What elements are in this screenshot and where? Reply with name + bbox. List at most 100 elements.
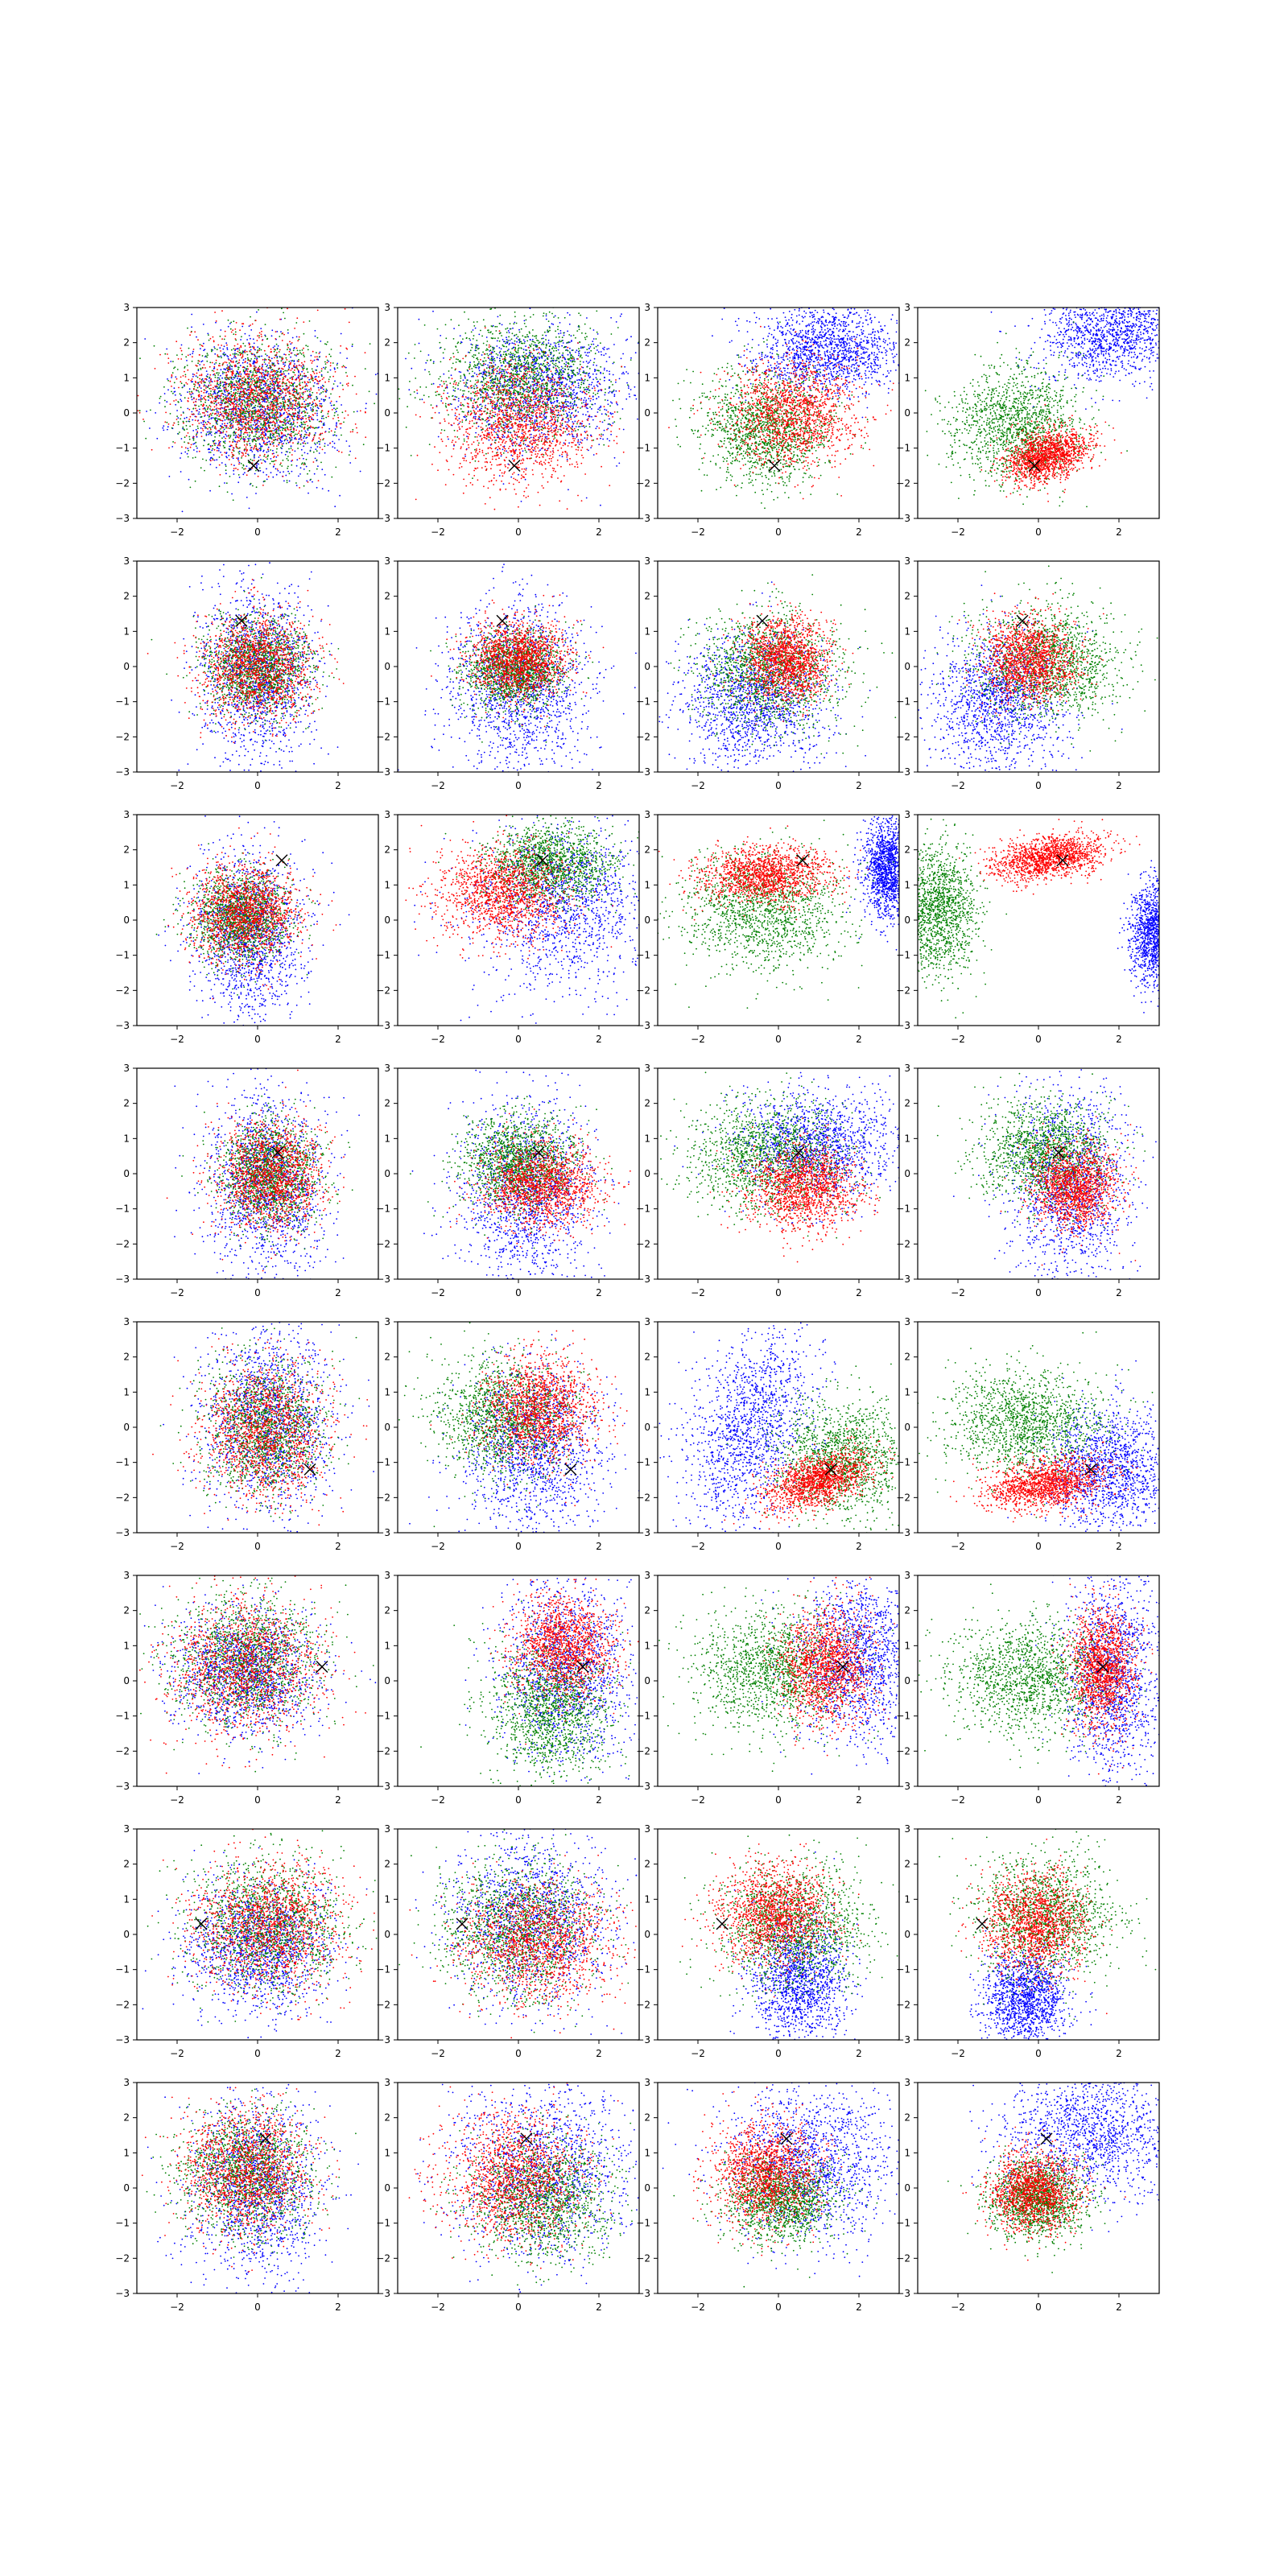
point (246, 339, 248, 341)
point (291, 353, 292, 354)
point (187, 365, 188, 366)
point (248, 422, 250, 423)
point (306, 466, 308, 468)
point (240, 427, 242, 429)
point (200, 381, 201, 382)
point (292, 400, 294, 402)
point (277, 349, 279, 350)
point (208, 422, 209, 423)
point (277, 362, 279, 364)
point (280, 415, 282, 417)
point (625, 398, 627, 400)
point (184, 436, 186, 438)
point (198, 391, 200, 393)
point (277, 417, 279, 419)
point (299, 435, 301, 436)
point (266, 402, 268, 403)
point (601, 351, 602, 353)
point (181, 452, 183, 454)
point (237, 399, 238, 401)
point (574, 416, 576, 418)
point (613, 374, 614, 376)
point (246, 374, 248, 376)
point (213, 441, 214, 443)
point (201, 436, 203, 437)
point (328, 411, 329, 413)
point (466, 436, 468, 437)
point (236, 444, 237, 445)
point (254, 363, 255, 365)
point (246, 382, 248, 384)
point (297, 404, 299, 406)
point (262, 419, 263, 420)
point (257, 369, 258, 370)
point (258, 392, 259, 394)
point (202, 355, 204, 357)
point (269, 412, 270, 414)
point (291, 382, 292, 384)
point (309, 402, 311, 404)
point (245, 361, 246, 362)
point (258, 413, 259, 415)
point (275, 331, 277, 332)
point (253, 394, 254, 395)
point (340, 353, 341, 354)
point (489, 440, 490, 441)
point (186, 421, 188, 423)
point (198, 413, 200, 415)
point (303, 354, 304, 356)
point (254, 365, 255, 367)
point (266, 365, 268, 366)
point (238, 404, 240, 406)
point (252, 411, 254, 412)
point (459, 418, 460, 419)
point (233, 450, 235, 452)
point (213, 341, 215, 343)
point (258, 437, 260, 439)
point (241, 394, 242, 396)
point (185, 356, 187, 357)
point (249, 393, 250, 394)
point (324, 443, 326, 444)
point (207, 353, 208, 354)
point (308, 396, 310, 398)
point (255, 433, 257, 435)
point (221, 345, 222, 346)
point (221, 404, 222, 406)
point (159, 402, 160, 404)
point (181, 345, 183, 346)
point (252, 324, 254, 325)
point (226, 436, 228, 437)
point (233, 499, 234, 501)
point (277, 455, 279, 456)
point (197, 377, 199, 378)
point (585, 354, 587, 356)
point (270, 396, 272, 398)
point (262, 472, 264, 473)
point (221, 357, 222, 358)
point (233, 455, 235, 456)
point (259, 369, 261, 370)
point (316, 356, 318, 357)
point (181, 400, 183, 402)
point (246, 419, 248, 421)
point (273, 440, 275, 441)
point (209, 423, 211, 424)
point (217, 415, 218, 416)
point (256, 464, 258, 466)
point (178, 358, 180, 360)
point (196, 429, 197, 431)
point (300, 467, 302, 469)
point (265, 424, 266, 426)
point (221, 338, 223, 340)
point (293, 421, 295, 423)
point (555, 316, 556, 317)
point (268, 386, 270, 388)
point (334, 415, 336, 416)
point (299, 431, 300, 432)
point (336, 407, 338, 409)
point (265, 336, 266, 337)
point (547, 423, 549, 425)
point (259, 380, 261, 382)
point (295, 482, 297, 484)
